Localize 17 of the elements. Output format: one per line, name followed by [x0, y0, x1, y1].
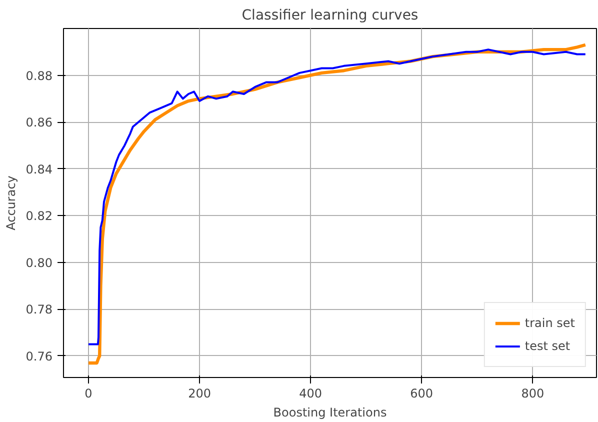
chart-title: Classifier learning curves — [242, 8, 418, 24]
x-tick-label: 400 — [299, 386, 322, 400]
x-tick-label: 200 — [188, 386, 211, 400]
legend-label: train set — [524, 316, 575, 330]
y-tick-label: 0.80 — [26, 256, 52, 270]
y-tick-label: 0.86 — [26, 116, 52, 130]
y-axis-title: Accuracy — [4, 176, 18, 230]
y-tick-label: 0.82 — [26, 209, 52, 224]
legend-label: test set — [524, 339, 570, 353]
x-tick-label: 0 — [84, 386, 92, 400]
y-tick-label: 0.78 — [26, 302, 52, 317]
x-axis-title: Boosting Iterations — [273, 406, 387, 420]
y-tick-label: 0.88 — [26, 68, 52, 83]
y-tick-label: 0.84 — [26, 162, 52, 176]
y-tick-label: 0.76 — [26, 349, 52, 364]
x-tick-label: 800 — [521, 386, 544, 400]
x-tick-label: 600 — [410, 386, 434, 400]
